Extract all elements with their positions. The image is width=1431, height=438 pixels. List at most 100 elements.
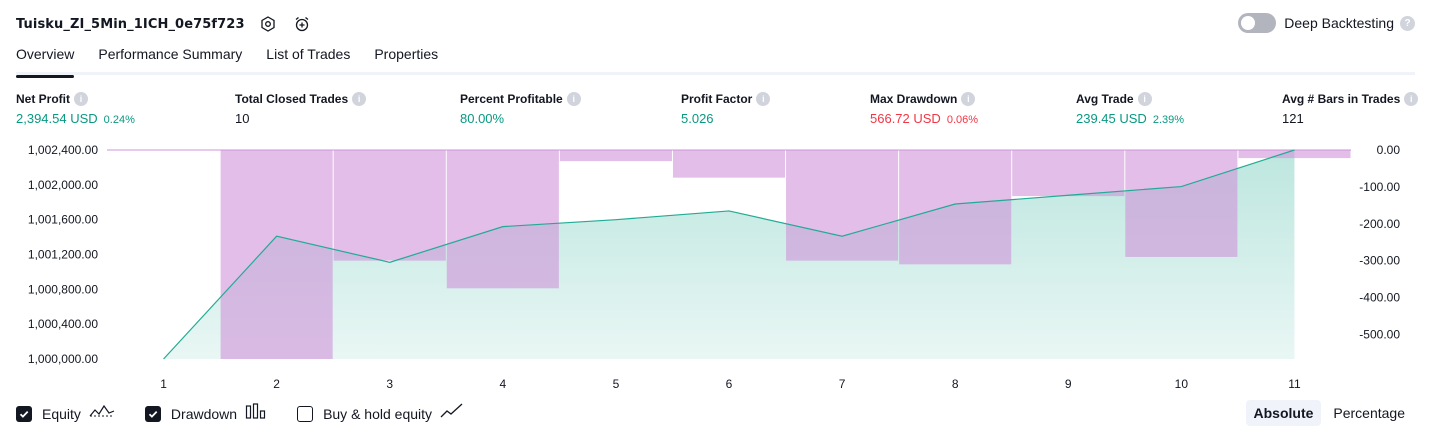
left-axis-tick-label: 1,000,000.00	[28, 352, 98, 366]
x-axis-tick-label: 10	[1175, 377, 1189, 391]
drawdown-bar	[1238, 150, 1351, 159]
info-icon[interactable]: i	[352, 92, 367, 106]
info-icon[interactable]: i	[566, 92, 581, 106]
stat-net-profit: Net Profit i 2,394.54 USD 0.24%	[16, 92, 135, 126]
stat-value: 80.00%	[460, 111, 505, 126]
stat-title: Percent Profitable	[460, 92, 563, 106]
stat-value: 2,394.54 USD	[16, 111, 98, 126]
drawdown-bar	[333, 150, 446, 261]
stat-title: Total Closed Trades	[235, 92, 349, 106]
legend-buy-hold-equity[interactable]: Buy & hold equity	[297, 403, 464, 424]
stat-title: Max Drawdown	[870, 92, 958, 106]
drawdown-bar	[559, 150, 672, 162]
deep-backtesting-label: Deep Backtesting	[1284, 15, 1394, 31]
toggle-knob	[1241, 16, 1256, 30]
stat-profit-factor: Profit Factor i 5.026	[681, 92, 771, 126]
tab-list-of-trades[interactable]: List of Trades	[266, 46, 351, 62]
tab-properties[interactable]: Properties	[374, 46, 439, 62]
x-axis-tick-label: 1	[160, 377, 167, 391]
left-axis-tick-label: 1,000,800.00	[28, 282, 98, 296]
x-axis-tick-label: 8	[952, 377, 959, 391]
right-axis-tick-label: -400.00	[1359, 291, 1400, 305]
stat-avg-bars-in-trades: Avg # Bars in Trades i 121	[1282, 92, 1419, 126]
right-axis-tick-label: -100.00	[1359, 180, 1400, 194]
drawdown-bar	[899, 150, 1012, 265]
mode-absolute-button[interactable]: Absolute	[1245, 400, 1322, 426]
x-axis-tick-label: 7	[839, 377, 846, 391]
display-mode-switch: Absolute Percentage	[1242, 400, 1414, 426]
tab-bar: Overview Performance Summary List of Tra…	[16, 46, 462, 78]
info-icon[interactable]: i	[1137, 92, 1152, 106]
right-axis-tick-label: -300.00	[1359, 254, 1400, 268]
add-alert-icon[interactable]	[291, 13, 313, 35]
x-axis-tick-label: 4	[499, 377, 506, 391]
right-axis-tick-label: -200.00	[1359, 217, 1400, 231]
info-icon[interactable]: i	[961, 92, 976, 106]
checkbox-checked-icon[interactable]	[16, 405, 32, 422]
stat-total-closed-trades: Total Closed Trades i 10	[235, 92, 367, 126]
info-icon[interactable]: i	[1404, 92, 1419, 106]
left-axis-tick-label: 1,000,400.00	[28, 317, 98, 331]
chart-legend: Equity Drawdown Buy & hold equity	[16, 403, 494, 424]
stat-percent: 2.39%	[1152, 114, 1185, 126]
drawdown-bar	[672, 150, 786, 178]
stat-title: Net Profit	[16, 92, 70, 106]
stat-value: 5.026	[681, 111, 714, 126]
stat-percent: 0.24%	[103, 114, 135, 126]
mode-percentage-button[interactable]: Percentage	[1333, 405, 1405, 421]
x-axis-tick-label: 9	[1065, 377, 1072, 391]
tab-divider	[16, 72, 1415, 75]
settings-icon[interactable]	[257, 13, 279, 35]
drawdown-bar	[1012, 150, 1125, 197]
deep-backtesting-control: Deep Backtesting ?	[1238, 13, 1415, 33]
drawdown-icon	[245, 403, 267, 424]
info-icon[interactable]: i	[756, 92, 771, 106]
drawdown-bar	[446, 150, 559, 289]
stat-max-drawdown: Max Drawdown i 566.72 USD 0.06%	[870, 92, 978, 126]
stat-title: Avg Trade	[1076, 92, 1134, 106]
x-axis-tick-label: 2	[273, 377, 280, 391]
x-axis-tick-label: 6	[726, 377, 733, 391]
stat-percent-profitable: Percent Profitable i 80.00%	[460, 92, 581, 126]
x-axis-tick-label: 5	[613, 377, 620, 391]
right-axis-tick-label: -500.00	[1359, 327, 1400, 341]
x-axis-tick-label: 11	[1288, 377, 1301, 391]
equity-area	[163, 150, 1295, 359]
stat-title: Avg # Bars in Trades	[1282, 92, 1401, 106]
legend-label: Buy & hold equity	[323, 405, 433, 422]
legend-label: Equity	[42, 405, 81, 422]
stat-value: 121	[1282, 111, 1304, 126]
stat-value: 10	[235, 111, 250, 126]
left-axis-tick-label: 1,001,200.00	[28, 248, 98, 262]
help-icon[interactable]: ?	[1400, 15, 1415, 31]
buy-hold-icon	[440, 403, 464, 424]
left-axis-tick-label: 1,002,000.00	[28, 178, 98, 192]
legend-label: Drawdown	[170, 405, 238, 422]
legend-equity[interactable]: Equity	[16, 403, 115, 424]
x-axis-tick-label: 3	[386, 377, 393, 391]
left-axis-tick-label: 1,001,600.00	[28, 213, 98, 227]
deep-backtesting-toggle[interactable]	[1238, 13, 1277, 33]
equity-line	[163, 149, 1295, 360]
equity-icon	[89, 403, 115, 424]
tab-performance-summary[interactable]: Performance Summary	[98, 46, 243, 62]
drawdown-bar	[1125, 150, 1238, 257]
right-axis-tick-label: 0.00	[1377, 143, 1401, 157]
checkbox-unchecked-icon[interactable]	[297, 405, 314, 422]
stats-row: Net Profit i 2,394.54 USD 0.24% Total Clos…	[0, 92, 1431, 132]
strategy-header: Tuisku_ZI_5Min_1ICH_0e75f723	[16, 12, 313, 36]
tab-overview[interactable]: Overview	[16, 46, 75, 78]
stat-avg-trade: Avg Trade i 239.45 USD 2.39%	[1076, 92, 1184, 126]
left-axis-tick-label: 1,002,400.00	[28, 143, 98, 157]
stat-title: Profit Factor	[681, 92, 753, 106]
strategy-name: Tuisku_ZI_5Min_1ICH_0e75f723	[16, 16, 245, 32]
stat-percent: 0.06%	[946, 114, 979, 126]
equity-drawdown-chart[interactable]: 1,002,400.00 1,002,000.00 1,001,600.00 1,00…	[0, 140, 1431, 395]
stat-value: 566.72 USD	[870, 111, 941, 126]
stat-value: 239.45 USD	[1076, 111, 1147, 126]
drawdown-bar	[786, 150, 899, 261]
checkbox-checked-icon[interactable]	[144, 405, 161, 422]
info-icon[interactable]: i	[74, 92, 88, 106]
legend-drawdown[interactable]: Drawdown	[144, 403, 267, 424]
drawdown-bar	[220, 150, 333, 359]
